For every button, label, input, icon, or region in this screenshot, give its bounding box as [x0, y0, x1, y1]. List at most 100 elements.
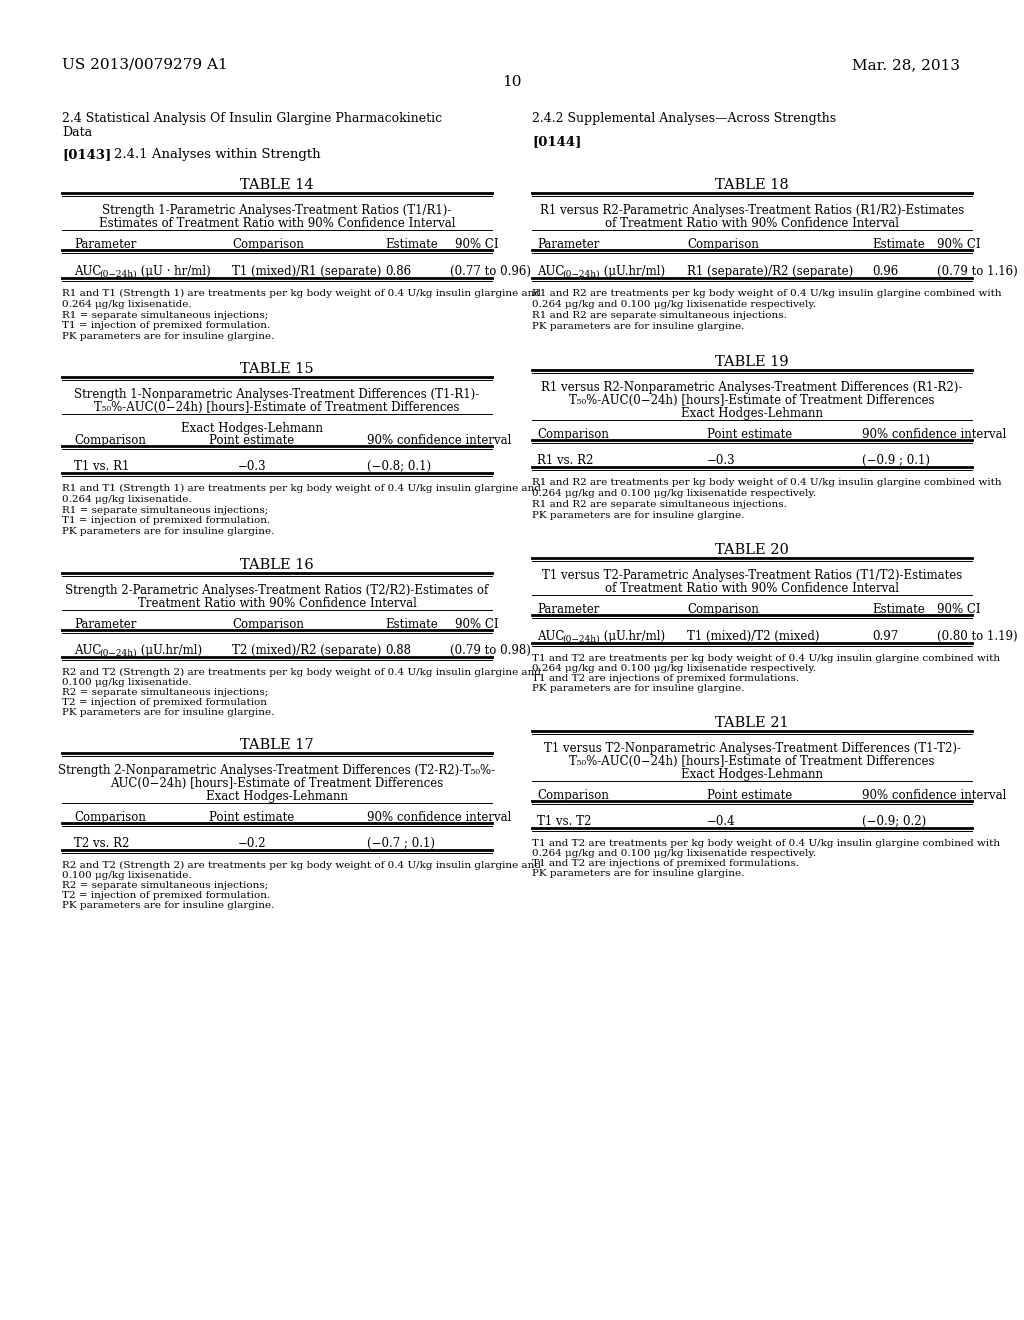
- Text: Comparison: Comparison: [232, 238, 304, 251]
- Text: TABLE 16: TABLE 16: [240, 558, 314, 572]
- Text: Point estimate: Point estimate: [209, 434, 295, 447]
- Text: 0.264 μg/kg and 0.100 μg/kg lixisenatide respectively.: 0.264 μg/kg and 0.100 μg/kg lixisenatide…: [532, 849, 816, 858]
- Text: T1 (mixed)/T2 (mixed): T1 (mixed)/T2 (mixed): [687, 630, 819, 643]
- Text: T2 = injection of premixed formulation.: T2 = injection of premixed formulation.: [62, 891, 270, 900]
- Text: (μU.hr/ml): (μU.hr/ml): [137, 644, 202, 657]
- Text: AUC: AUC: [74, 265, 101, 279]
- Text: PK parameters are for insuline glargine.: PK parameters are for insuline glargine.: [62, 527, 274, 536]
- Text: AUC(0−24h) [hours]-Estimate of Treatment Differences: AUC(0−24h) [hours]-Estimate of Treatment…: [111, 777, 443, 789]
- Text: T1 (mixed)/R1 (separate): T1 (mixed)/R1 (separate): [232, 265, 381, 279]
- Text: Data: Data: [62, 125, 92, 139]
- Text: Comparison: Comparison: [537, 428, 609, 441]
- Text: 90% confidence interval: 90% confidence interval: [367, 810, 511, 824]
- Text: (−0.9; 0.2): (−0.9; 0.2): [862, 814, 927, 828]
- Text: T₅₀%-AUC(0−24h) [hours]-Estimate of Treatment Differences: T₅₀%-AUC(0−24h) [hours]-Estimate of Trea…: [94, 401, 460, 414]
- Text: PK parameters are for insuline glargine.: PK parameters are for insuline glargine.: [62, 333, 274, 341]
- Text: 90% CI: 90% CI: [937, 238, 981, 251]
- Text: PK parameters are for insuline glargine.: PK parameters are for insuline glargine.: [62, 902, 274, 909]
- Text: Strength 2-Parametric Analyses-Treatment Ratios (T2/R2)-Estimates of: Strength 2-Parametric Analyses-Treatment…: [66, 583, 488, 597]
- Text: R1 and T1 (Strength 1) are treatments per kg body weight of 0.4 U/kg insulin gla: R1 and T1 (Strength 1) are treatments pe…: [62, 289, 541, 298]
- Text: R1 and T1 (Strength 1) are treatments per kg body weight of 0.4 U/kg insulin gla: R1 and T1 (Strength 1) are treatments pe…: [62, 484, 541, 494]
- Text: Mar. 28, 2013: Mar. 28, 2013: [852, 58, 961, 73]
- Text: −0.2: −0.2: [238, 837, 266, 850]
- Text: Parameter: Parameter: [74, 238, 136, 251]
- Text: Estimate: Estimate: [385, 238, 437, 251]
- Text: R2 = separate simultaneous injections;: R2 = separate simultaneous injections;: [62, 688, 268, 697]
- Text: T1 and T2 are treatments per kg body weight of 0.4 U/kg insulin glargine combine: T1 and T2 are treatments per kg body wei…: [532, 840, 1000, 847]
- Text: R1 and R2 are treatments per kg body weight of 0.4 U/kg insulin glargine combine: R1 and R2 are treatments per kg body wei…: [532, 478, 1001, 487]
- Text: T1 versus T2-Parametric Analyses-Treatment Ratios (T1/T2)-Estimates: T1 versus T2-Parametric Analyses-Treatme…: [542, 569, 963, 582]
- Text: R1 and R2 are separate simultaneous injections.: R1 and R2 are separate simultaneous inje…: [532, 312, 786, 319]
- Text: R1 (separate)/R2 (separate): R1 (separate)/R2 (separate): [687, 265, 853, 279]
- Text: Comparison: Comparison: [74, 810, 145, 824]
- Text: R2 and T2 (Strength 2) are treatments per kg body weight of 0.4 U/kg insulin gla: R2 and T2 (Strength 2) are treatments pe…: [62, 861, 541, 870]
- Text: AUC: AUC: [537, 630, 564, 643]
- Text: R1 versus R2-Parametric Analyses-Treatment Ratios (R1/R2)-Estimates: R1 versus R2-Parametric Analyses-Treatme…: [540, 205, 965, 216]
- Text: Exact Hodges-Lehmann: Exact Hodges-Lehmann: [181, 422, 323, 436]
- Text: Comparison: Comparison: [537, 789, 609, 803]
- Text: 2.4.1 Analyses within Strength: 2.4.1 Analyses within Strength: [114, 148, 321, 161]
- Text: PK parameters are for insuline glargine.: PK parameters are for insuline glargine.: [532, 684, 744, 693]
- Text: R1 versus R2-Nonparametric Analyses-Treatment Differences (R1-R2)-: R1 versus R2-Nonparametric Analyses-Trea…: [542, 381, 963, 393]
- Text: T2 vs. R2: T2 vs. R2: [74, 837, 129, 850]
- Text: 90% confidence interval: 90% confidence interval: [862, 789, 1007, 803]
- Text: of Treatment Ratio with 90% Confidence Interval: of Treatment Ratio with 90% Confidence I…: [605, 216, 899, 230]
- Text: (0−24h): (0−24h): [562, 635, 600, 644]
- Text: Parameter: Parameter: [537, 603, 599, 616]
- Text: (μU.hr/ml): (μU.hr/ml): [600, 630, 666, 643]
- Text: Treatment Ratio with 90% Confidence Interval: Treatment Ratio with 90% Confidence Inte…: [137, 597, 417, 610]
- Text: Estimate: Estimate: [385, 618, 437, 631]
- Text: (−0.7 ; 0.1): (−0.7 ; 0.1): [367, 837, 435, 850]
- Text: PK parameters are for insuline glargine.: PK parameters are for insuline glargine.: [532, 322, 744, 331]
- Text: R1 vs. R2: R1 vs. R2: [537, 454, 593, 467]
- Text: Estimate: Estimate: [872, 238, 925, 251]
- Text: of Treatment Ratio with 90% Confidence Interval: of Treatment Ratio with 90% Confidence I…: [605, 582, 899, 595]
- Text: 90% CI: 90% CI: [455, 618, 499, 631]
- Text: Exact Hodges-Lehmann: Exact Hodges-Lehmann: [681, 407, 823, 420]
- Text: PK parameters are for insuline glargine.: PK parameters are for insuline glargine.: [532, 511, 744, 520]
- Text: (−0.8; 0.1): (−0.8; 0.1): [367, 459, 431, 473]
- Text: Comparison: Comparison: [687, 603, 759, 616]
- Text: −0.3: −0.3: [707, 454, 735, 467]
- Text: T1 vs. T2: T1 vs. T2: [537, 814, 592, 828]
- Text: 2.4.2 Supplemental Analyses—Across Strengths: 2.4.2 Supplemental Analyses—Across Stren…: [532, 112, 837, 125]
- Text: T1 and T2 are treatments per kg body weight of 0.4 U/kg insulin glargine combine: T1 and T2 are treatments per kg body wei…: [532, 653, 1000, 663]
- Text: T1 vs. R1: T1 vs. R1: [74, 459, 129, 473]
- Text: −0.4: −0.4: [707, 814, 735, 828]
- Text: Estimate: Estimate: [872, 603, 925, 616]
- Text: AUC: AUC: [537, 265, 564, 279]
- Text: 0.100 μg/kg lixisenatide.: 0.100 μg/kg lixisenatide.: [62, 871, 191, 880]
- Text: 90% confidence interval: 90% confidence interval: [862, 428, 1007, 441]
- Text: 0.86: 0.86: [385, 265, 411, 279]
- Text: Parameter: Parameter: [74, 618, 136, 631]
- Text: T1 and T2 are injections of premixed formulations.: T1 and T2 are injections of premixed for…: [532, 675, 799, 682]
- Text: Comparison: Comparison: [74, 434, 145, 447]
- Text: TABLE 14: TABLE 14: [241, 178, 313, 191]
- Text: PK parameters are for insuline glargine.: PK parameters are for insuline glargine.: [532, 869, 744, 878]
- Text: TABLE 15: TABLE 15: [241, 362, 313, 376]
- Text: Point estimate: Point estimate: [209, 810, 295, 824]
- Text: 0.264 μg/kg and 0.100 μg/kg lixisenatide respectively.: 0.264 μg/kg and 0.100 μg/kg lixisenatide…: [532, 664, 816, 673]
- Text: Exact Hodges-Lehmann: Exact Hodges-Lehmann: [206, 789, 348, 803]
- Text: Parameter: Parameter: [537, 238, 599, 251]
- Text: TABLE 21: TABLE 21: [715, 715, 788, 730]
- Text: TABLE 19: TABLE 19: [715, 355, 788, 370]
- Text: (0.79 to 1.16): (0.79 to 1.16): [937, 265, 1018, 279]
- Text: R1 = separate simultaneous injections;: R1 = separate simultaneous injections;: [62, 312, 268, 319]
- Text: (μU · hr/ml): (μU · hr/ml): [137, 265, 211, 279]
- Text: T1 versus T2-Nonparametric Analyses-Treatment Differences (T1-T2)-: T1 versus T2-Nonparametric Analyses-Trea…: [544, 742, 961, 755]
- Text: 2.4 Statistical Analysis Of Insulin Glargine Pharmacokinetic: 2.4 Statistical Analysis Of Insulin Glar…: [62, 112, 442, 125]
- Text: 10: 10: [502, 75, 522, 88]
- Text: T1 and T2 are injections of premixed formulations.: T1 and T2 are injections of premixed for…: [532, 859, 799, 869]
- Text: Comparison: Comparison: [687, 238, 759, 251]
- Text: T2 (mixed)/R2 (separate): T2 (mixed)/R2 (separate): [232, 644, 381, 657]
- Text: (0.80 to 1.19): (0.80 to 1.19): [937, 630, 1018, 643]
- Text: −0.3: −0.3: [238, 459, 266, 473]
- Text: 0.264 μg/kg and 0.100 μg/kg lixisenatide respectively.: 0.264 μg/kg and 0.100 μg/kg lixisenatide…: [532, 488, 816, 498]
- Text: (0−24h): (0−24h): [99, 271, 136, 279]
- Text: 90% CI: 90% CI: [937, 603, 981, 616]
- Text: Estimates of Treatment Ratio with 90% Confidence Interval: Estimates of Treatment Ratio with 90% Co…: [98, 216, 456, 230]
- Text: TABLE 18: TABLE 18: [715, 178, 788, 191]
- Text: AUC: AUC: [74, 644, 101, 657]
- Text: R2 and T2 (Strength 2) are treatments per kg body weight of 0.4 U/kg insulin gla: R2 and T2 (Strength 2) are treatments pe…: [62, 668, 541, 677]
